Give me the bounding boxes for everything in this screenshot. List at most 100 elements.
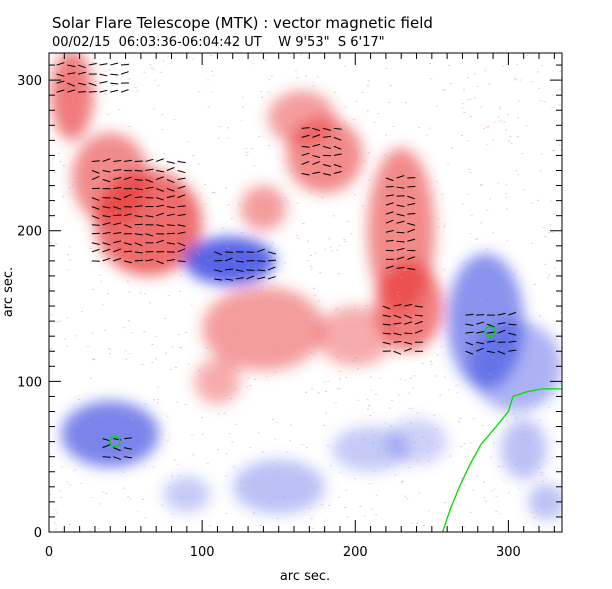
speckle bbox=[106, 493, 108, 494]
speckle bbox=[391, 400, 393, 401]
speckle bbox=[366, 305, 368, 306]
speckle bbox=[478, 300, 480, 301]
speckle bbox=[541, 153, 543, 154]
speckle bbox=[484, 497, 486, 498]
speckle bbox=[514, 379, 516, 380]
speckle bbox=[161, 114, 163, 115]
speckle bbox=[242, 97, 244, 98]
speckle bbox=[444, 224, 446, 225]
speckle bbox=[327, 149, 329, 150]
speckle bbox=[231, 441, 233, 442]
speckle bbox=[271, 342, 273, 343]
speckle bbox=[329, 247, 331, 248]
speckle bbox=[521, 54, 523, 55]
speckle bbox=[50, 314, 52, 315]
speckle bbox=[372, 442, 374, 443]
speckle bbox=[59, 114, 61, 115]
speckle bbox=[551, 458, 553, 459]
negative-polarity-region bbox=[233, 460, 325, 514]
speckle bbox=[255, 488, 257, 489]
speckle bbox=[369, 406, 371, 407]
speckle bbox=[297, 203, 299, 204]
speckle bbox=[538, 467, 540, 468]
speckle bbox=[144, 517, 146, 518]
speckle bbox=[111, 402, 113, 403]
speckle bbox=[311, 518, 313, 519]
speckle bbox=[151, 67, 153, 68]
speckle bbox=[540, 100, 542, 101]
speckle bbox=[70, 115, 72, 116]
speckle bbox=[400, 379, 402, 380]
speckle bbox=[428, 511, 430, 512]
speckle bbox=[510, 136, 512, 137]
speckle bbox=[239, 204, 241, 205]
speckle bbox=[400, 189, 402, 190]
speckle bbox=[517, 117, 519, 118]
speckle bbox=[459, 311, 461, 312]
speckle bbox=[151, 362, 153, 363]
speckle bbox=[416, 412, 418, 413]
speckle bbox=[364, 161, 366, 162]
speckle bbox=[461, 363, 463, 364]
speckle bbox=[121, 240, 123, 241]
speckle bbox=[275, 372, 277, 373]
speckle bbox=[304, 313, 306, 314]
speckle bbox=[322, 342, 324, 343]
speckle bbox=[526, 55, 528, 56]
speckle bbox=[129, 126, 131, 127]
speckle bbox=[225, 476, 227, 477]
field-vector bbox=[135, 170, 143, 171]
speckle bbox=[252, 234, 254, 235]
speckle bbox=[110, 213, 112, 214]
speckle bbox=[52, 73, 54, 74]
speckle bbox=[548, 407, 550, 408]
speckle bbox=[218, 413, 220, 414]
speckle bbox=[212, 278, 214, 279]
speckle bbox=[515, 170, 517, 171]
speckle bbox=[461, 107, 463, 108]
speckle bbox=[269, 194, 271, 195]
speckle bbox=[130, 407, 132, 408]
positive-polarity-region bbox=[317, 306, 394, 366]
speckle bbox=[421, 255, 423, 256]
speckle bbox=[511, 143, 513, 144]
speckle bbox=[55, 243, 57, 244]
speckle bbox=[253, 512, 255, 513]
speckle bbox=[73, 450, 75, 451]
speckle bbox=[383, 337, 385, 338]
speckle bbox=[530, 384, 532, 385]
speckle bbox=[551, 107, 553, 108]
speckle bbox=[328, 505, 330, 506]
speckle bbox=[218, 138, 220, 139]
speckle bbox=[559, 145, 561, 146]
speckle bbox=[149, 302, 151, 303]
speckle bbox=[239, 274, 241, 275]
speckle bbox=[401, 55, 403, 56]
field-vector bbox=[110, 63, 118, 65]
speckle bbox=[422, 216, 424, 217]
field-vector bbox=[247, 252, 255, 253]
speckle bbox=[367, 111, 369, 112]
speckle bbox=[125, 359, 127, 360]
speckle bbox=[493, 488, 495, 489]
speckle bbox=[407, 201, 409, 202]
speckle bbox=[379, 378, 381, 379]
speckle bbox=[544, 264, 546, 265]
speckle bbox=[104, 330, 106, 331]
field-vector bbox=[397, 232, 405, 233]
speckle bbox=[170, 369, 172, 370]
speckle bbox=[400, 203, 402, 204]
speckle bbox=[91, 428, 93, 429]
speckle bbox=[553, 441, 555, 442]
speckle bbox=[327, 445, 329, 446]
speckle bbox=[486, 144, 488, 145]
chart-title: Solar Flare Telescope (MTK) : vector mag… bbox=[52, 14, 433, 32]
speckle bbox=[334, 92, 336, 93]
speckle bbox=[228, 248, 230, 249]
speckle bbox=[245, 148, 247, 149]
speckle bbox=[377, 458, 379, 459]
field-vector bbox=[268, 277, 276, 279]
speckle bbox=[483, 337, 485, 338]
speckle bbox=[509, 449, 511, 450]
speckle bbox=[167, 416, 169, 417]
